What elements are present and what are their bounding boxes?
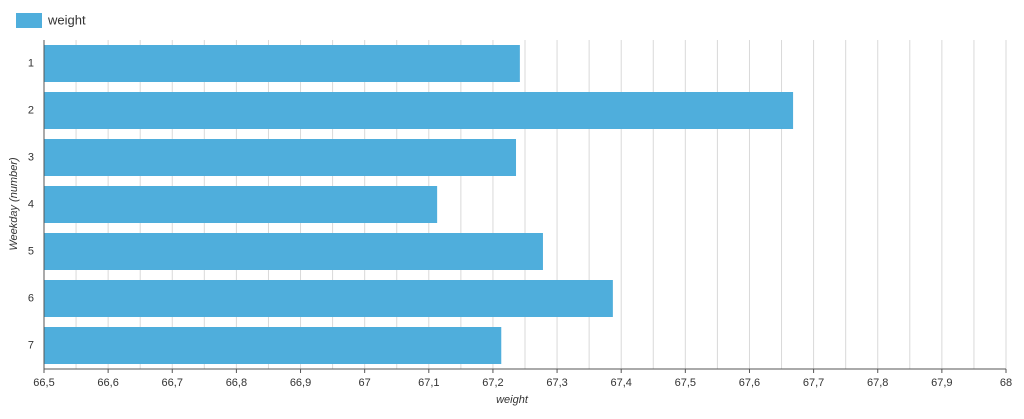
x-tick-label: 66,8 [226, 377, 247, 389]
x-tick-label: 66,7 [162, 377, 183, 389]
y-tick-label: 6 [28, 292, 34, 304]
y-tick-label: 5 [28, 245, 34, 257]
x-tick-label: 67,9 [931, 377, 952, 389]
bar [44, 327, 502, 364]
x-tick-label: 66,5 [33, 377, 54, 389]
x-tick-label: 67,3 [546, 377, 567, 389]
x-tick-label: 68 [1000, 377, 1012, 389]
legend-swatch [16, 13, 42, 28]
x-axis-title: weight [496, 394, 529, 406]
bar [44, 233, 543, 270]
x-tick-label: 67,6 [739, 377, 760, 389]
bar [44, 45, 520, 82]
x-tick-label: 66,9 [290, 377, 311, 389]
x-tick-label: 67,8 [867, 377, 888, 389]
y-axis-title: Weekday (number) [8, 157, 20, 251]
y-tick-label: 2 [28, 104, 34, 116]
x-tick-label: 67,5 [675, 377, 696, 389]
y-tick-label: 7 [28, 339, 34, 351]
x-tick-label: 67,2 [482, 377, 503, 389]
y-tick-label: 1 [28, 57, 34, 69]
x-tick-label: 67,7 [803, 377, 824, 389]
y-tick-label: 4 [28, 198, 34, 210]
x-tick-label: 66,6 [97, 377, 118, 389]
bar [44, 92, 794, 129]
bar [44, 186, 438, 223]
x-tick-label: 67 [359, 377, 371, 389]
legend-label: weight [47, 12, 86, 27]
x-tick-label: 67,4 [610, 377, 631, 389]
bar [44, 280, 613, 317]
bar [44, 139, 517, 176]
x-tick-label: 67,1 [418, 377, 439, 389]
y-tick-label: 3 [28, 151, 34, 163]
